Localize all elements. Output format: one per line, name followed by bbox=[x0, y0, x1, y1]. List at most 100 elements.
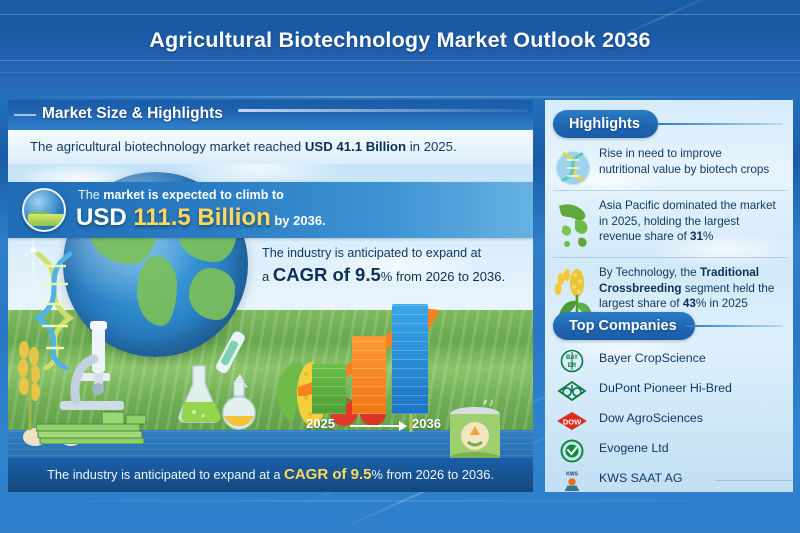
continent-shape bbox=[137, 256, 177, 326]
highlight-1-line1: Rise in need to improve bbox=[599, 147, 722, 160]
cagr-prefix: a bbox=[262, 269, 273, 284]
svg-text:KWS: KWS bbox=[566, 471, 578, 477]
bottom-cagr-banner: The industry is anticipated to expand at… bbox=[8, 458, 533, 492]
market-size-header-title: Market Size & Highlights bbox=[42, 105, 223, 122]
highlight-divider bbox=[553, 257, 787, 258]
company-name-dow: Dow AgroSciences bbox=[599, 411, 703, 425]
market-size-panel: 2025 2036 Market Size & Highlights The a… bbox=[8, 100, 533, 492]
continent-shape bbox=[189, 268, 235, 320]
company-name-bayer: Bayer CropScience bbox=[599, 351, 706, 365]
chart-year-start: 2025 bbox=[306, 416, 335, 431]
title-bar: Agricultural Biotechnology Market Outloo… bbox=[0, 0, 800, 88]
decor-line bbox=[0, 60, 800, 61]
highlight-3-line2-suffix: segment held the bbox=[681, 281, 775, 295]
highlights-header-title: Highlights bbox=[553, 110, 658, 138]
decor-shine bbox=[238, 109, 528, 112]
company-name-kws: KWS SAAT AG bbox=[599, 471, 683, 485]
evogene-circle-logo-icon bbox=[560, 439, 584, 463]
forecast-lead-prefix: The bbox=[78, 188, 104, 202]
asia-pacific-map-icon bbox=[559, 204, 588, 247]
forecast-value-line: USD 111.5 Billion by 2036. bbox=[76, 204, 326, 232]
forecast-currency: USD bbox=[76, 204, 134, 231]
decor-line bbox=[0, 72, 800, 73]
highlight-2-line2: in 2025, holding the largest bbox=[599, 214, 740, 228]
highlight-2-share-value: 31 bbox=[689, 230, 703, 243]
top-companies-header-title: Top Companies bbox=[553, 312, 695, 340]
highlight-3-tech-bold1: Traditional bbox=[699, 266, 760, 279]
market-size-statement: The agricultural biotechnology market re… bbox=[8, 130, 533, 164]
company-row-dow[interactable]: DOW Dow AgroSciences bbox=[555, 408, 789, 434]
company-row-dupont-pioneer[interactable]: DuPont Pioneer Hi-Bred bbox=[555, 378, 789, 404]
globe-leaf-badge-icon bbox=[22, 188, 66, 232]
page-title: Agricultural Biotechnology Market Outloo… bbox=[149, 28, 651, 52]
decor-dash bbox=[14, 114, 36, 116]
chart-bar-mid bbox=[352, 336, 386, 414]
highlight-3-line1-prefix: By Technology, the bbox=[599, 266, 700, 279]
highlight-text-3: By Technology, the Traditional Crossbree… bbox=[599, 265, 789, 312]
round-flask-icon bbox=[222, 382, 256, 430]
header-rule bbox=[685, 325, 783, 327]
dow-diamond-logo-icon: DOW bbox=[557, 412, 587, 430]
company-row-bayer[interactable]: BAY ER Bayer CropScience bbox=[555, 348, 789, 374]
decor-streak bbox=[0, 96, 800, 98]
company-name-evogene: Evogene Ltd bbox=[599, 441, 669, 455]
chart-year-end: 2036 bbox=[412, 416, 441, 431]
conical-flask-icon bbox=[178, 365, 221, 423]
cash-stack-icon bbox=[36, 411, 147, 444]
growth-bar-chart: 2025 2036 bbox=[298, 304, 508, 436]
banner-suffix: % from 2026 to 2036. bbox=[371, 467, 494, 482]
company-row-rule bbox=[715, 480, 793, 481]
statement-value: USD 41.1 Billion bbox=[304, 139, 407, 154]
company-row-evogene[interactable]: Evogene Ltd bbox=[555, 438, 789, 464]
highlight-text-1: Rise in need to improve nutritional valu… bbox=[599, 146, 789, 177]
banner-prefix: The industry is anticipated to expand at… bbox=[47, 467, 284, 482]
highlight-3-line3-prefix: largest share of bbox=[599, 297, 683, 310]
highlight-3-tech-bold2: Crossbreeding bbox=[599, 281, 682, 295]
decor-streak bbox=[0, 500, 800, 502]
svg-text:DOW: DOW bbox=[563, 418, 582, 427]
cagr-line2: a CAGR of 9.5% from 2026 to 2036. bbox=[262, 264, 527, 286]
dna-globe-icon bbox=[555, 150, 591, 186]
cagr-suffix: % from 2026 to 2036. bbox=[380, 269, 506, 284]
forecast-value: 111.5 Billion bbox=[133, 204, 271, 231]
cagr-value: CAGR of 9.5 bbox=[272, 264, 381, 285]
chart-year-arrow-icon bbox=[350, 421, 407, 431]
forecast-year: by 2036. bbox=[270, 213, 326, 228]
forecast-lead-bold: market is expected to climb to bbox=[103, 188, 284, 202]
highlights-panel: Highlights Rise in need to improve nutri… bbox=[545, 100, 793, 492]
company-name-dupont-pioneer: DuPont Pioneer Hi-Bred bbox=[599, 381, 732, 395]
statement-prefix: The agricultural biotechnology market re… bbox=[30, 139, 305, 154]
kws-saat-logo-icon: KWS bbox=[564, 471, 580, 492]
cagr-line1: The industry is anticipated to expand at bbox=[262, 246, 482, 260]
highlight-divider bbox=[553, 190, 787, 191]
statement-suffix: in 2025. bbox=[406, 139, 457, 154]
field-shape bbox=[28, 214, 64, 226]
decor-line bbox=[0, 14, 800, 15]
highlight-text-2: Asia Pacific dominated the market in 202… bbox=[599, 198, 789, 245]
crossbreeding-plant-icon bbox=[554, 269, 592, 317]
header-rule bbox=[657, 123, 783, 125]
highlight-2-line1: Asia Pacific dominated the market bbox=[599, 199, 776, 212]
forecast-lead-line: The market is expected to climb to bbox=[78, 188, 284, 202]
highlight-1-line2: nutritional value by biotech crops bbox=[599, 162, 770, 176]
chart-bar-2036 bbox=[392, 304, 428, 414]
cagr-statement: The industry is anticipated to expand at… bbox=[262, 246, 527, 286]
forecast-stat-band: The market is expected to climb to USD 1… bbox=[8, 182, 533, 238]
highlight-3-share-value: 43 bbox=[682, 297, 696, 310]
highlight-2-line3-prefix: revenue share of bbox=[599, 230, 690, 243]
wheat-stalk-icon bbox=[18, 341, 40, 430]
market-size-header-bar: Market Size & Highlights bbox=[8, 100, 533, 130]
highlights-header-row: Highlights bbox=[545, 110, 793, 138]
banner-cagr-value: CAGR of 9.5 bbox=[284, 466, 372, 483]
microscope-icon bbox=[60, 321, 124, 410]
company-row-kws[interactable]: KWS KWS SAAT AG bbox=[555, 468, 793, 492]
top-companies-header-row: Top Companies bbox=[545, 312, 793, 340]
chart-year-labels: 2025 2036 bbox=[302, 416, 502, 436]
dupont-pioneer-logo-icon bbox=[557, 380, 587, 402]
bayer-cross-logo-icon: BAY ER bbox=[560, 349, 584, 373]
highlight-3-line3-suffix: % in 2025 bbox=[695, 297, 748, 310]
chart-bar-2025 bbox=[312, 364, 346, 414]
dna-helix-icon bbox=[33, 251, 75, 370]
highlight-2-line3-suffix: % bbox=[702, 230, 714, 243]
